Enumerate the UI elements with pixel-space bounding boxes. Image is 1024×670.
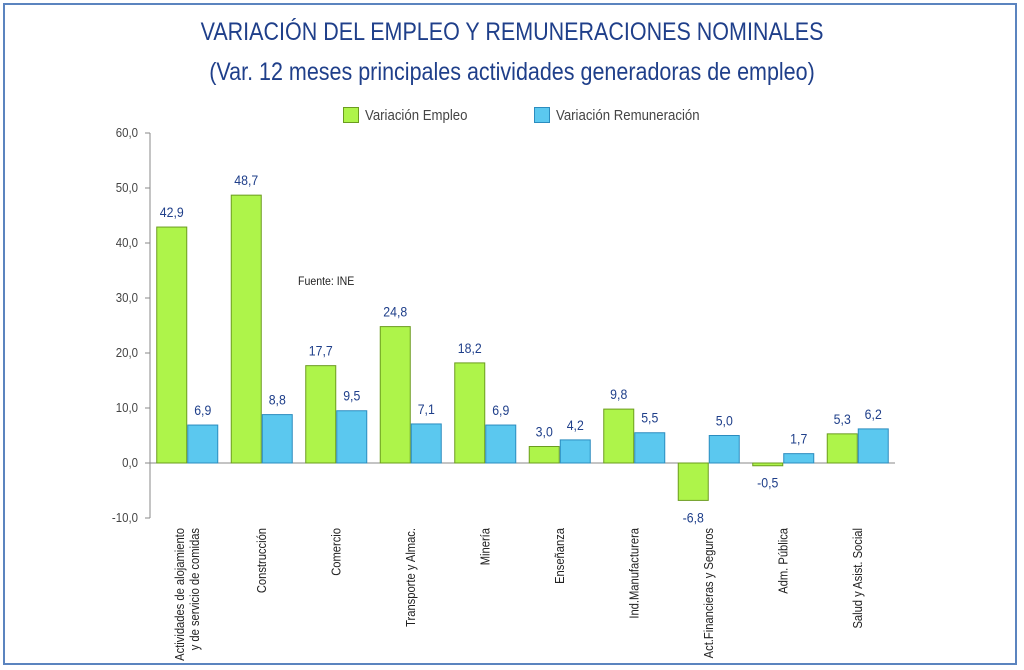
y-tick-label: -10,0 (112, 510, 138, 525)
x-tick-label: Ind.Manufacturera (626, 528, 641, 619)
data-label-employment: 5,3 (834, 411, 851, 427)
x-tick-label: Transporte y Almac. (403, 528, 418, 627)
bar-remuneration (857, 428, 889, 464)
bar-employment (603, 408, 635, 464)
data-label-remuneration: 6,9 (194, 402, 211, 418)
data-label-remuneration: 6,9 (492, 402, 509, 418)
data-label-remuneration: 6,2 (865, 406, 882, 422)
x-tick-label: Comercio (328, 528, 343, 576)
data-label-employment: -0,5 (757, 475, 778, 491)
x-tick-label: Act.Financieras y Seguros (701, 528, 716, 658)
bar-employment (156, 226, 188, 464)
bar-employment (379, 326, 411, 464)
data-label-remuneration: 5,0 (716, 413, 733, 429)
data-label-remuneration: 9,5 (343, 388, 360, 404)
legend-item-employment: Variación Empleo (343, 105, 481, 125)
bar-remuneration (783, 453, 815, 464)
x-tick-label: Enseñanza (552, 528, 567, 584)
data-label-employment: 9,8 (610, 386, 627, 402)
chart-subtitle: (Var. 12 meses principales actividades g… (209, 58, 815, 86)
bar-employment (454, 362, 486, 464)
y-tick-label: 30,0 (116, 290, 138, 305)
x-tick-label: Minería (477, 528, 492, 565)
bar-employment (230, 194, 262, 464)
data-label-remuneration: 5,5 (641, 410, 658, 426)
legend-swatch-employment (343, 107, 359, 123)
bar-employment (528, 446, 560, 464)
bar-employment (826, 433, 858, 464)
x-tick-label: Adm. Pública (775, 528, 790, 594)
bar-remuneration (485, 424, 517, 464)
data-label-employment: 18,2 (458, 340, 482, 356)
legend-item-remuneration: Variación Remuneración (534, 105, 719, 125)
x-tick-label: Construcción (254, 528, 269, 593)
data-label-employment: 17,7 (309, 343, 333, 359)
legend-swatch-remuneration (534, 107, 550, 123)
data-label-employment: 24,8 (383, 304, 407, 320)
data-label-employment: 48,7 (234, 172, 258, 188)
y-tick-label: 0,0 (122, 455, 138, 470)
data-label-remuneration: 1,7 (790, 431, 807, 447)
y-tick-label: 20,0 (116, 345, 138, 360)
x-tick-label: Salud y Asist. Social (850, 528, 865, 629)
chart-title: VARIACIÓN DEL EMPLEO Y REMUNERACIONES NO… (200, 18, 824, 46)
bar-employment (752, 462, 784, 467)
data-label-employment: 42,9 (160, 204, 184, 220)
data-label-employment: -6,8 (683, 510, 704, 526)
data-label-remuneration: 8,8 (269, 392, 286, 408)
data-label-remuneration: 7,1 (418, 401, 435, 417)
bar-employment (305, 365, 337, 464)
y-tick-label: 10,0 (116, 400, 138, 415)
data-label-employment: 3,0 (536, 424, 553, 440)
data-label-remuneration: 4,2 (567, 417, 584, 433)
legend-label-employment: Variación Empleo (365, 106, 468, 124)
legend-label-remuneration: Variación Remuneración (556, 106, 700, 124)
x-tick-label: Actividades de alojamiento (172, 528, 187, 661)
y-tick-label: 60,0 (116, 125, 138, 140)
source-note: Fuente: INE (298, 274, 355, 288)
bar-remuneration (261, 414, 293, 464)
y-tick-label: 50,0 (116, 180, 138, 195)
bar-remuneration (336, 410, 368, 464)
bar-remuneration (410, 423, 442, 464)
bar-remuneration (559, 439, 591, 464)
bar-remuneration (708, 435, 740, 464)
bar-remuneration (187, 424, 219, 464)
bar-employment (677, 462, 709, 501)
y-tick-label: 40,0 (116, 235, 138, 250)
bar-remuneration (634, 432, 666, 464)
x-tick-label: y de servicio de comidas (187, 528, 202, 650)
